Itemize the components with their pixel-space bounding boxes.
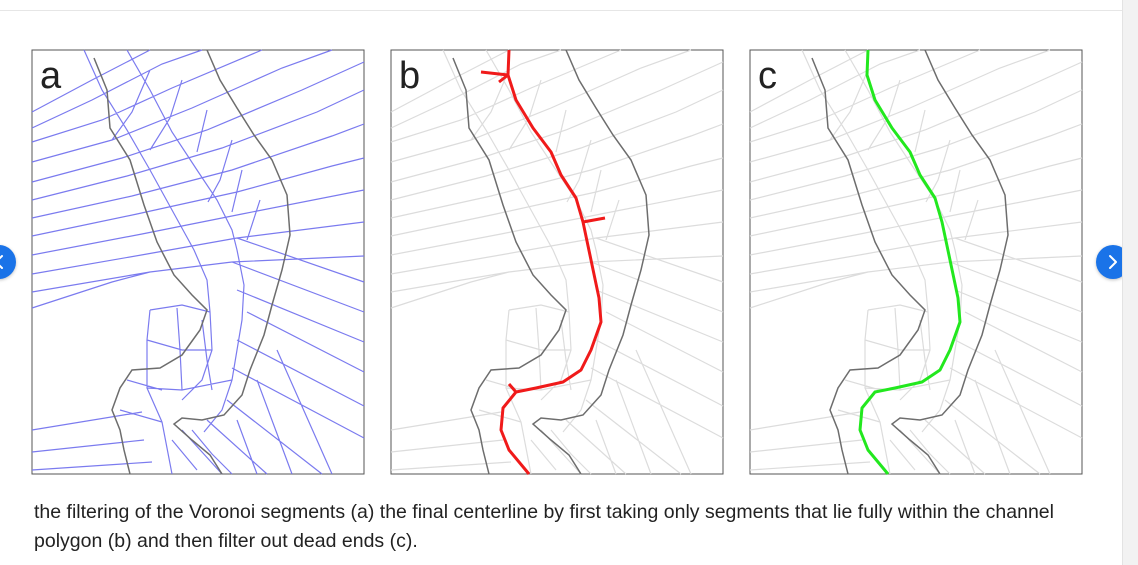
panel-label-b: b bbox=[399, 55, 420, 97]
panel-c: c bbox=[749, 49, 1083, 475]
figure-caption: the filtering of the Voronoi segments (a… bbox=[34, 501, 1054, 552]
centerline-with-dead-ends bbox=[480, 49, 606, 475]
scrollbar-track[interactable] bbox=[1122, 0, 1138, 565]
filtered-centerline bbox=[858, 49, 962, 475]
top-divider bbox=[0, 10, 1122, 11]
previous-slide-button[interactable] bbox=[0, 245, 16, 279]
panel-label-c: c bbox=[758, 55, 777, 97]
panel-label-a: a bbox=[40, 55, 62, 97]
chevron-left-icon bbox=[0, 255, 3, 269]
panel-b: b bbox=[390, 49, 724, 475]
panel-a: a bbox=[31, 49, 365, 475]
figure-image: a b c bbox=[31, 49, 1083, 475]
chevron-right-icon bbox=[1109, 255, 1117, 269]
